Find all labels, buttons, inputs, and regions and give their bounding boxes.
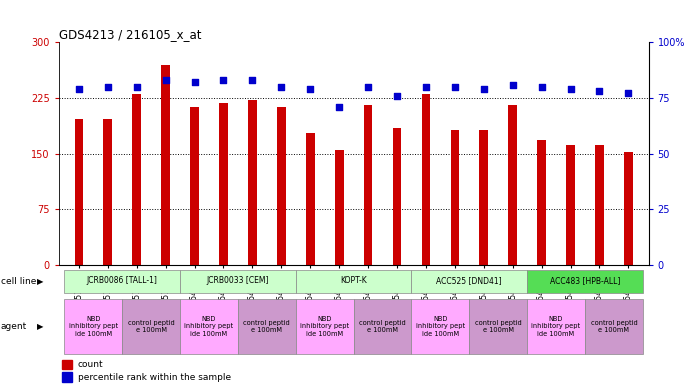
Point [391,93,402,99]
Text: JCRB0033 [CEM]: JCRB0033 [CEM] [207,276,269,285]
Text: control peptid
e 100mM: control peptid e 100mM [244,319,290,333]
Point [102,84,113,90]
Point [247,77,258,83]
Text: NBD
inhibitory pept
ide 100mM: NBD inhibitory pept ide 100mM [300,316,349,337]
Bar [469,299,527,354]
Point [334,104,345,110]
Text: control peptid
e 100mM: control peptid e 100mM [359,319,406,333]
Bar [353,299,411,354]
Bar [480,130,488,265]
Bar [75,119,83,265]
Bar [393,127,402,265]
Bar [180,299,238,354]
Bar [277,107,286,265]
Bar [238,299,296,354]
Text: control peptid
e 100mM: control peptid e 100mM [475,319,522,333]
Text: KOPT-K: KOPT-K [340,276,367,285]
Bar [335,150,344,265]
Text: control peptid
e 100mM: control peptid e 100mM [128,319,175,333]
Point [305,86,316,92]
Bar [566,145,575,265]
Text: GDS4213 / 216105_x_at: GDS4213 / 216105_x_at [59,28,201,41]
Point [160,77,171,83]
Text: NBD
inhibitory pept
ide 100mM: NBD inhibitory pept ide 100mM [69,316,118,337]
Point [594,88,605,94]
Bar [122,299,180,354]
Bar [364,105,373,265]
Bar [585,299,643,354]
Bar [61,372,72,382]
Bar [296,299,353,354]
Bar [538,140,546,265]
Text: JCRB0086 [TALL-1]: JCRB0086 [TALL-1] [87,276,158,285]
Bar [451,130,459,265]
Bar [527,299,585,354]
Point [565,86,576,92]
Bar [64,270,180,293]
Bar [61,360,72,369]
Point [507,81,518,88]
Bar [248,100,257,265]
Bar [219,103,228,265]
Bar [509,105,517,265]
Point [131,84,142,90]
Bar [161,65,170,265]
Point [189,79,200,85]
Text: ACC525 [DND41]: ACC525 [DND41] [437,276,502,285]
Point [536,84,547,90]
Text: agent: agent [1,322,27,331]
Text: control peptid
e 100mM: control peptid e 100mM [591,319,638,333]
Bar [411,299,469,354]
Point [478,86,489,92]
Text: ▶: ▶ [37,276,43,286]
Bar [422,94,431,265]
Text: NBD
inhibitory pept
ide 100mM: NBD inhibitory pept ide 100mM [416,316,465,337]
Text: NBD
inhibitory pept
ide 100mM: NBD inhibitory pept ide 100mM [531,316,580,337]
Text: ACC483 [HPB-ALL]: ACC483 [HPB-ALL] [550,276,620,285]
Text: percentile rank within the sample: percentile rank within the sample [77,373,230,382]
Bar [296,270,411,293]
Bar [624,152,633,265]
Point [623,90,634,96]
Point [218,77,229,83]
Point [449,84,460,90]
Bar [306,133,315,265]
Bar [64,299,122,354]
Text: cell line: cell line [1,276,36,286]
Bar [190,107,199,265]
Text: ▶: ▶ [37,322,43,331]
Bar [411,270,527,293]
Bar [104,119,112,265]
Bar [180,270,296,293]
Bar [527,270,643,293]
Point [362,84,373,90]
Text: NBD
inhibitory pept
ide 100mM: NBD inhibitory pept ide 100mM [184,316,234,337]
Text: count: count [77,360,103,369]
Bar [132,94,141,265]
Point [73,86,84,92]
Point [276,84,287,90]
Point [420,84,431,90]
Bar [595,145,604,265]
